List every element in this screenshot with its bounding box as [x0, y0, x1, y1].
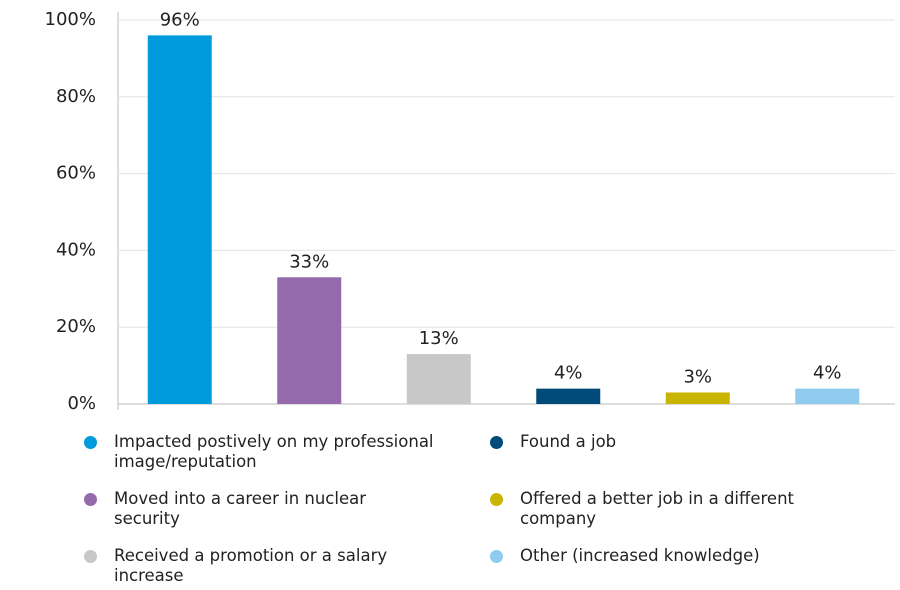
bar — [665, 392, 730, 404]
legend-marker — [84, 550, 97, 563]
legend-marker — [84, 436, 97, 449]
y-tick-label: 100% — [45, 9, 96, 30]
y-tick-label: 0% — [67, 393, 96, 414]
legend-marker — [490, 493, 503, 506]
data-label: 3% — [683, 366, 712, 387]
legend-marker — [84, 493, 97, 506]
bar — [147, 35, 212, 405]
data-label: 4% — [554, 363, 583, 384]
data-label: 13% — [419, 328, 459, 349]
legend-marker — [490, 550, 503, 563]
bar — [795, 388, 860, 404]
legend-label: Moved into a career in nuclear security — [114, 489, 367, 528]
y-tick-label: 40% — [56, 239, 96, 260]
y-tick-label: 20% — [56, 316, 96, 337]
bar — [277, 277, 342, 404]
legend-label: Found a job — [520, 432, 617, 451]
bar — [536, 388, 601, 404]
legend-marker — [490, 436, 503, 449]
y-tick-label: 80% — [56, 86, 96, 107]
legend-label: Other (increased knowledge) — [520, 546, 760, 565]
legend-label: Received a promotion or a salary increas… — [114, 546, 388, 585]
data-label: 96% — [160, 9, 200, 30]
data-label: 4% — [813, 363, 842, 384]
legend-label: Offered a better job in a different comp… — [520, 489, 795, 528]
data-label: 33% — [289, 251, 329, 272]
bar — [406, 354, 471, 404]
legend-label: Impacted postively on my professional im… — [114, 432, 434, 471]
y-tick-label: 60% — [56, 163, 96, 184]
